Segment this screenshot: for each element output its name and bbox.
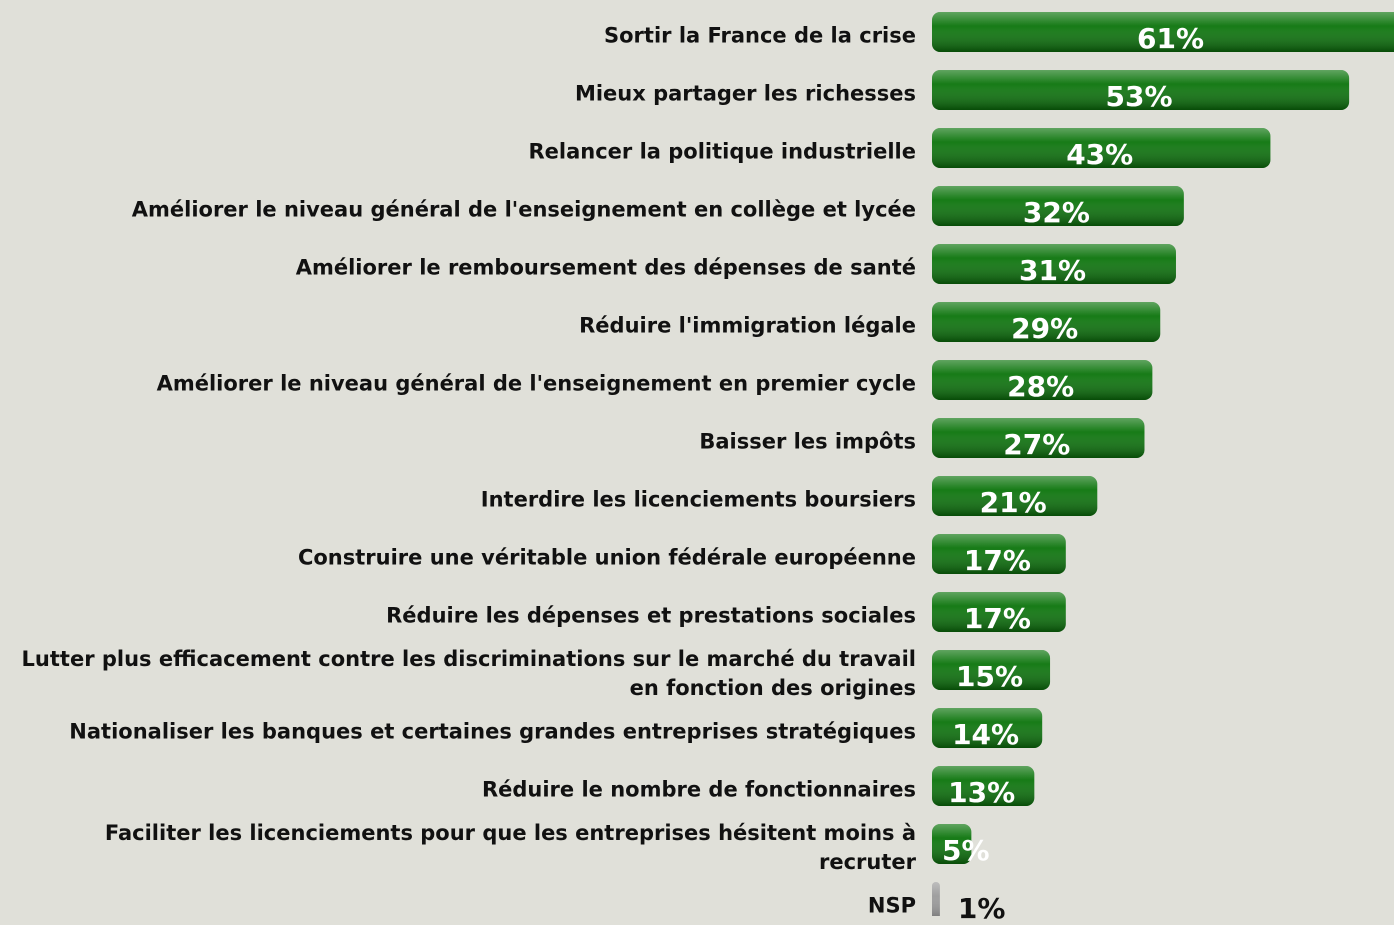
category-label: Lutter plus efficacement contre les disc… — [21, 647, 916, 700]
category-label: Baisser les impôts — [699, 429, 916, 454]
value-label: 17% — [963, 544, 1031, 577]
bar-shade — [932, 708, 1043, 748]
bar-shade — [932, 882, 940, 916]
category-label: Mieux partager les richesses — [574, 81, 916, 106]
bar-shade — [932, 650, 1051, 690]
bar-shade — [932, 766, 1035, 806]
bar-shade — [932, 302, 1161, 342]
value-label: 31% — [1018, 254, 1087, 287]
category-label: Réduire le nombre de fonctionnaires — [481, 777, 916, 802]
bar-shade — [932, 186, 1184, 226]
bar-shade — [932, 70, 1350, 110]
bar-shade — [932, 244, 1176, 284]
value-label: 5% — [942, 834, 990, 867]
value-label: 32% — [1022, 196, 1090, 229]
value-label: 21% — [979, 486, 1047, 519]
value-label: 29% — [1011, 312, 1079, 345]
category-label: NSP — [867, 893, 916, 918]
bar-shade — [932, 12, 1394, 52]
category-label: Améliorer le niveau général de l'enseign… — [131, 197, 916, 222]
bar-shade — [932, 418, 1145, 458]
category-label: Améliorer le niveau général de l'enseign… — [156, 371, 916, 396]
bar-shade — [932, 534, 1066, 574]
value-label: 1% — [957, 892, 1006, 925]
category-label: Relancer la politique industrielle — [528, 139, 916, 164]
value-label: 14% — [952, 718, 1020, 751]
value-label: 28% — [1007, 370, 1075, 403]
category-label: Faciliter les licenciements pour que les… — [104, 821, 916, 874]
category-label: Interdire les licenciements boursiers — [480, 487, 916, 512]
category-label: Réduire les dépenses et prestations soci… — [386, 603, 916, 628]
category-label: Sortir la France de la crise — [604, 23, 916, 48]
category-label: Améliorer le remboursement des dépenses … — [295, 255, 916, 280]
value-label: 17% — [963, 602, 1031, 635]
value-label: 61% — [1137, 22, 1205, 55]
bar-shade — [932, 128, 1271, 168]
value-label: 27% — [1003, 428, 1071, 461]
bar-shade — [932, 360, 1153, 400]
value-label: 13% — [948, 776, 1016, 809]
value-label: 15% — [956, 660, 1024, 693]
value-label: 43% — [1066, 138, 1134, 171]
bar-shade — [932, 592, 1066, 632]
category-label: Construire une véritable union fédérale … — [297, 545, 916, 570]
category-label: Nationaliser les banques et certaines gr… — [69, 719, 916, 744]
value-label: 53% — [1105, 80, 1173, 113]
bar-shade — [932, 476, 1098, 516]
bar-shade — [932, 824, 972, 864]
category-label: Réduire l'immigration légale — [579, 313, 916, 338]
